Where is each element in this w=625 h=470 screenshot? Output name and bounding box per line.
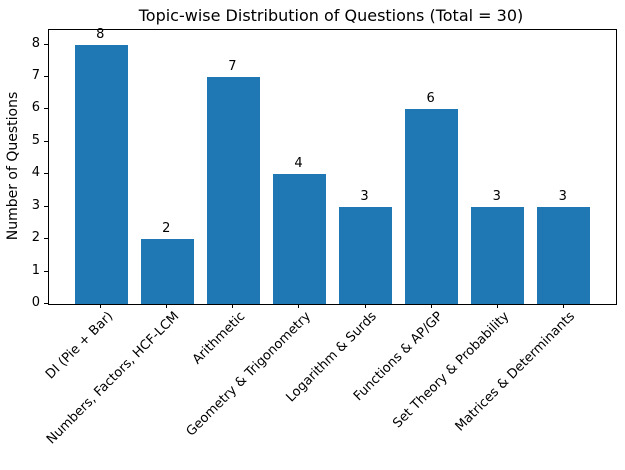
bar — [537, 206, 591, 304]
bar — [273, 174, 326, 304]
bar — [74, 44, 128, 304]
x-tick-label: Set Theory & Probability — [390, 309, 513, 432]
bar — [471, 206, 525, 304]
chart-title: Topic-wise Distribution of Questions (To… — [138, 6, 524, 25]
bar-value-label: 7 — [228, 59, 237, 75]
y-tick-label: 7 — [31, 68, 40, 84]
x-tick-mark — [298, 304, 300, 308]
y-tick-label: 5 — [31, 132, 40, 148]
y-tick-label: 8 — [31, 35, 40, 51]
bar-value-label: 2 — [162, 221, 171, 237]
bar — [206, 77, 260, 304]
bar — [405, 109, 459, 304]
plot-area — [48, 29, 617, 305]
y-tick-label: 2 — [31, 230, 40, 246]
y-tick-label: 6 — [31, 100, 40, 116]
x-tick-mark — [364, 304, 366, 308]
y-tick-mark — [44, 173, 48, 175]
bar-value-label: 6 — [426, 91, 435, 107]
y-tick-mark — [44, 205, 48, 207]
bar-value-label: 3 — [558, 188, 567, 204]
y-tick-mark — [44, 108, 48, 110]
x-tick-mark — [100, 304, 102, 308]
bar-value-label: 8 — [96, 26, 105, 42]
y-tick-label: 0 — [31, 295, 40, 310]
y-tick-mark — [44, 303, 48, 304]
y-tick-mark — [44, 43, 48, 45]
x-tick-mark — [430, 304, 432, 308]
bar-value-label: 4 — [294, 156, 303, 172]
bar-value-label: 3 — [492, 188, 501, 204]
x-tick-label: DI (Pie + Bar) — [42, 309, 116, 383]
x-tick-label: Arithmetic — [189, 309, 248, 368]
x-tick-mark — [562, 304, 564, 308]
x-tick-mark — [166, 304, 168, 308]
x-tick-label: Matrices & Determinants — [452, 309, 579, 435]
y-tick-mark — [44, 270, 48, 272]
y-tick-mark — [44, 140, 48, 142]
x-tick-mark — [232, 304, 234, 308]
bar-value-label: 3 — [360, 188, 369, 204]
x-tick-mark — [496, 304, 498, 308]
bar — [339, 206, 392, 304]
bar — [140, 239, 194, 304]
y-tick-label: 1 — [31, 262, 40, 278]
x-tick-label: Numbers, Factors, HCF-LCM — [43, 309, 182, 448]
y-tick-mark — [44, 238, 48, 240]
y-tick-mark — [44, 76, 48, 78]
y-tick-label: 3 — [31, 197, 40, 213]
y-tick-label: 4 — [31, 165, 40, 181]
x-tick-label: Geometry & Trigonometry — [183, 309, 315, 440]
